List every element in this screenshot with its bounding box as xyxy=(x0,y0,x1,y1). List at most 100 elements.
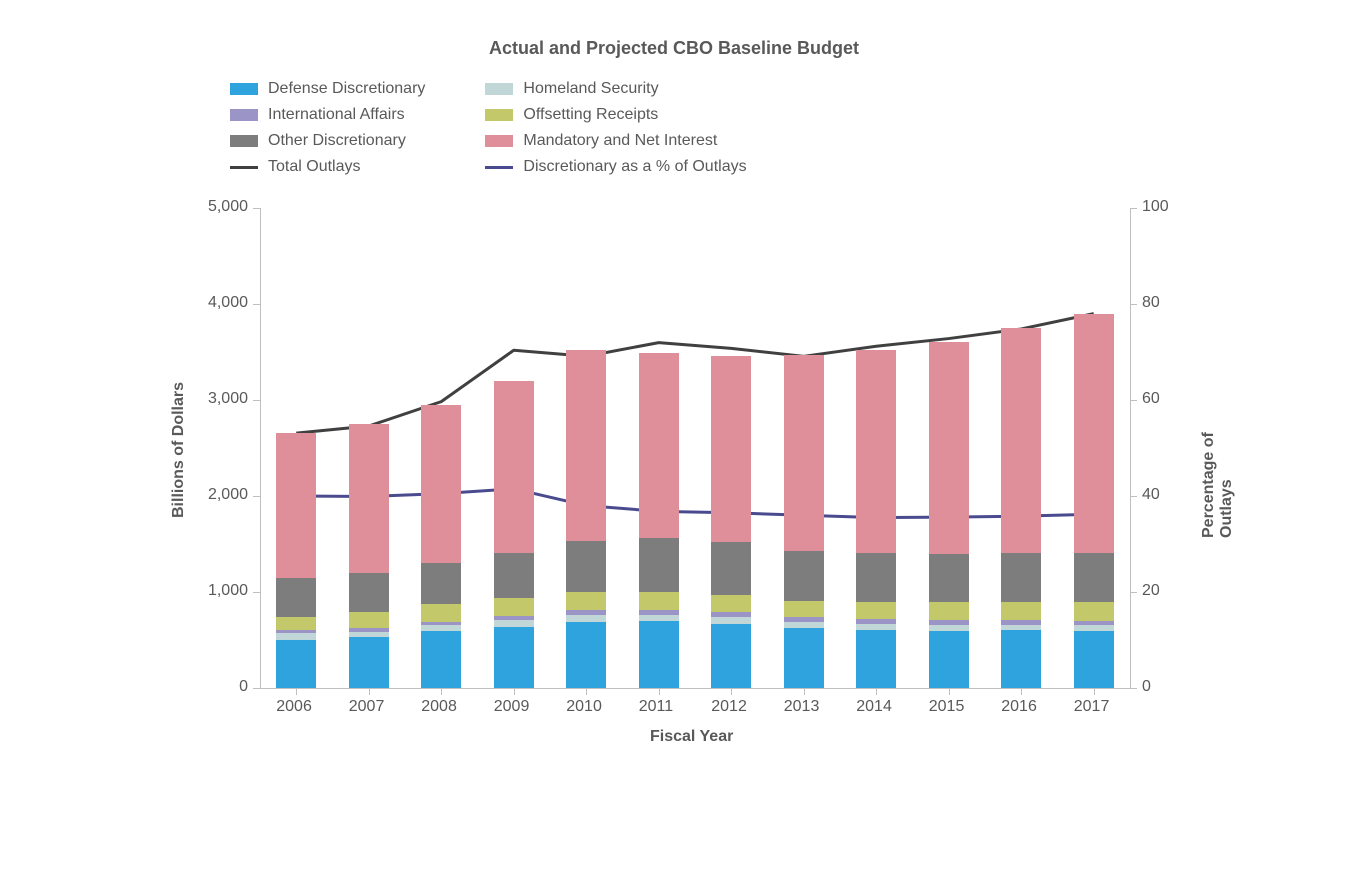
bar-segment-offset_receipts xyxy=(1074,602,1114,620)
x-tick-label: 2015 xyxy=(929,698,965,716)
x-tick xyxy=(369,688,370,695)
bar-segment-other_disc xyxy=(494,553,534,598)
legend-swatch xyxy=(485,83,513,95)
axis-line xyxy=(1130,208,1131,688)
bar-segment-homeland xyxy=(784,622,824,627)
bar-segment-other_disc xyxy=(276,578,316,618)
bar-segment-homeland xyxy=(276,633,316,640)
legend-column-1: Defense Discretionary International Affai… xyxy=(230,78,425,178)
bar-segment-mandatory xyxy=(639,353,679,537)
legend: Defense Discretionary International Affai… xyxy=(230,78,1248,178)
y2-tick xyxy=(1130,688,1137,689)
legend-swatch xyxy=(485,135,513,147)
bar-segment-mandatory xyxy=(929,342,969,554)
bar-segment-homeland xyxy=(856,624,896,630)
bar-segment-defense_disc xyxy=(276,640,316,688)
legend-swatch xyxy=(485,109,513,121)
y1-tick-label: 0 xyxy=(239,678,248,696)
y1-tick-label: 2,000 xyxy=(208,486,248,504)
legend-item: Other Discretionary xyxy=(230,130,425,152)
y2-tick xyxy=(1130,304,1137,305)
bar-segment-offset_receipts xyxy=(566,592,606,610)
bar-segment-mandatory xyxy=(856,350,896,553)
y1-tick xyxy=(253,688,260,689)
line-overlay xyxy=(260,208,1130,688)
bar-segment-int_affairs xyxy=(566,610,606,615)
legend-label: Homeland Security xyxy=(523,80,658,98)
bar-segment-int_affairs xyxy=(1074,621,1114,626)
bar-segment-homeland xyxy=(566,615,606,622)
legend-label: Other Discretionary xyxy=(268,132,406,150)
bar-segment-offset_receipts xyxy=(421,604,461,622)
x-tick-label: 2012 xyxy=(711,698,747,716)
y2-tick xyxy=(1130,496,1137,497)
bar-segment-int_affairs xyxy=(711,612,751,617)
y2-axis-label: Percentage of Outlays xyxy=(1200,390,1236,538)
line-total_outlays xyxy=(296,314,1094,434)
bar-segment-int_affairs xyxy=(856,619,896,624)
legend-item: Mandatory and Net Interest xyxy=(485,130,746,152)
x-tick-label: 2009 xyxy=(494,698,530,716)
y1-tick xyxy=(253,304,260,305)
y1-tick xyxy=(253,400,260,401)
bar-segment-mandatory xyxy=(1001,328,1041,553)
legend-item: Discretionary as a % of Outlays xyxy=(485,156,746,178)
x-tick xyxy=(876,688,877,695)
bar-segment-defense_disc xyxy=(1074,631,1114,688)
x-tick xyxy=(441,688,442,695)
legend-label: International Affairs xyxy=(268,106,405,124)
y2-tick-label: 80 xyxy=(1142,294,1160,312)
x-tick-label: 2007 xyxy=(349,698,385,716)
bar-segment-defense_disc xyxy=(784,628,824,688)
y1-tick xyxy=(253,496,260,497)
x-tick xyxy=(586,688,587,695)
bar-segment-homeland xyxy=(639,615,679,621)
x-tick xyxy=(949,688,950,695)
bar-segment-other_disc xyxy=(566,541,606,592)
bar-segment-int_affairs xyxy=(349,628,389,631)
bar-segment-defense_disc xyxy=(711,624,751,688)
bar-segment-other_disc xyxy=(349,573,389,612)
bar-segment-mandatory xyxy=(276,433,316,578)
x-tick-label: 2016 xyxy=(1001,698,1037,716)
bar-segment-other_disc xyxy=(421,563,461,604)
bar-segment-other_disc xyxy=(1074,553,1114,602)
y1-axis-label: Billions of Dollars xyxy=(170,382,188,518)
legend-item: International Affairs xyxy=(230,104,425,126)
legend-item: Offsetting Receipts xyxy=(485,104,746,126)
bar-segment-int_affairs xyxy=(421,622,461,626)
bar-segment-mandatory xyxy=(1074,314,1114,554)
legend-label: Offsetting Receipts xyxy=(523,106,658,124)
y1-tick-label: 5,000 xyxy=(208,198,248,216)
x-tick-label: 2013 xyxy=(784,698,820,716)
bar-segment-int_affairs xyxy=(639,610,679,615)
bar-segment-homeland xyxy=(1074,625,1114,631)
y2-tick-label: 20 xyxy=(1142,582,1160,600)
x-tick xyxy=(731,688,732,695)
y2-tick-label: 0 xyxy=(1142,678,1151,696)
bar-segment-int_affairs xyxy=(276,630,316,633)
legend-label: Defense Discretionary xyxy=(268,80,425,98)
bar-segment-offset_receipts xyxy=(929,602,969,620)
y2-tick xyxy=(1130,400,1137,401)
bar-segment-mandatory xyxy=(349,424,389,574)
x-tick-label: 2014 xyxy=(856,698,892,716)
y2-tick-label: 40 xyxy=(1142,486,1160,504)
bar-segment-offset_receipts xyxy=(276,617,316,630)
bar-segment-mandatory xyxy=(566,350,606,540)
y1-tick-label: 4,000 xyxy=(208,294,248,312)
chart-title: Actual and Projected CBO Baseline Budget xyxy=(0,38,1348,59)
x-tick-label: 2017 xyxy=(1074,698,1110,716)
bar-segment-other_disc xyxy=(639,538,679,592)
y1-tick-label: 1,000 xyxy=(208,582,248,600)
bar-segment-mandatory xyxy=(711,356,751,542)
bar-segment-defense_disc xyxy=(349,637,389,688)
legend-item: Total Outlays xyxy=(230,156,425,178)
bar-segment-homeland xyxy=(421,625,461,631)
x-tick-label: 2010 xyxy=(566,698,602,716)
bar-segment-mandatory xyxy=(494,381,534,553)
bar-segment-defense_disc xyxy=(566,622,606,688)
x-tick xyxy=(804,688,805,695)
bar-segment-int_affairs xyxy=(929,620,969,625)
line-disc_pct xyxy=(296,489,1094,518)
